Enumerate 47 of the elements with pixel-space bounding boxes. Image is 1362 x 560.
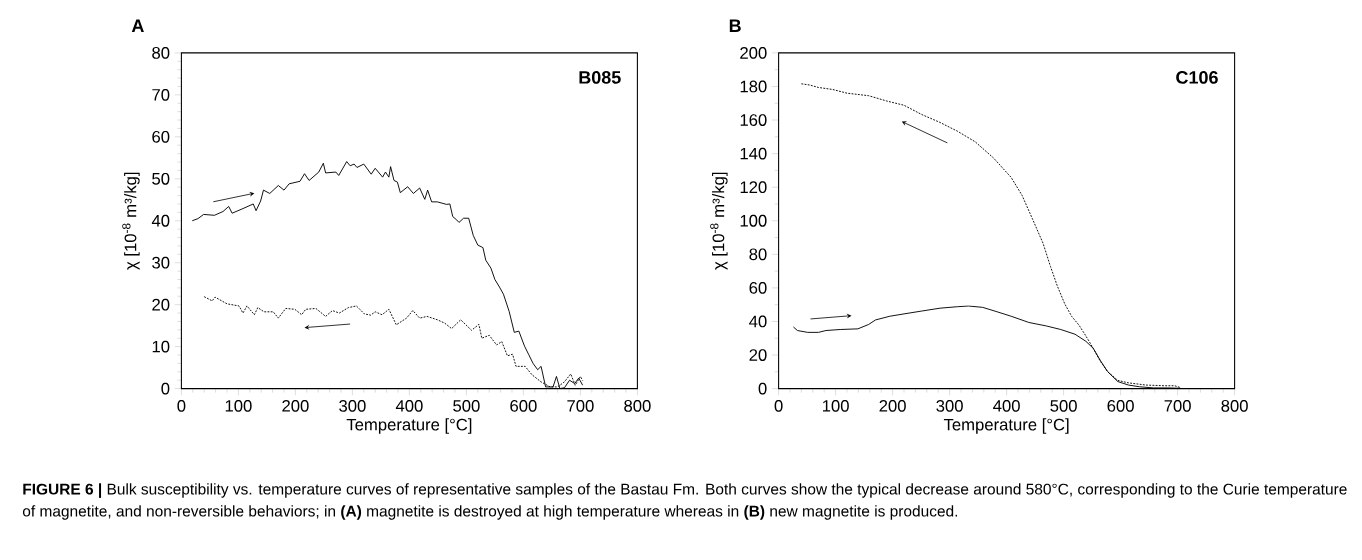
x-tick-label: 0 <box>774 399 783 412</box>
x-tick-label: 700 <box>567 399 594 412</box>
x-axis-title: Temperature [°C] <box>943 418 1069 434</box>
x-tick-label: 500 <box>453 399 480 412</box>
x-axis-title: Temperature [°C] <box>346 418 472 434</box>
y-tick-label: 160 <box>740 114 767 126</box>
annotation: B085 <box>579 71 621 84</box>
y-tick-label: 140 <box>740 147 767 160</box>
x-tick-label: 0 <box>177 399 186 412</box>
y-tick-label: 20 <box>749 349 767 361</box>
y-tick-label: 60 <box>749 282 767 294</box>
y-tick-label: 40 <box>151 214 170 227</box>
chart-title: B <box>729 19 741 32</box>
x-tick-label: 700 <box>1164 399 1191 412</box>
y-tick-label: 50 <box>152 172 170 185</box>
y-tick-label: 30 <box>152 256 170 269</box>
y-tick-label: 120 <box>740 181 767 194</box>
y-axis-title: χ [10$^{-8}$ m³/kg] <box>122 172 140 270</box>
x-tick-label: 800 <box>1221 399 1248 412</box>
y-tick-label: 20 <box>152 298 170 311</box>
x-tick-label: 600 <box>510 399 537 412</box>
x-tick-label: 400 <box>993 399 1020 412</box>
y-tick-label: 40 <box>749 315 767 328</box>
y-tick-label: 100 <box>740 214 767 227</box>
x-tick-label: 200 <box>879 399 906 412</box>
x-tick-label: 100 <box>225 399 252 412</box>
text: FIGURE 6 | Bulk susceptibility vs. temperature curves of representative samples of the Bastau Fm. Both curves show the typical decrease around 580°C, corresponding to the Curie temperature of magnetite, and non-reversible behaviors; in (A) magnetite is destroyed at high temperature whereas in (B) new magnetite is produced. <box>22 483 1347 520</box>
y-axis-title: χ [10$^{-8}$ m³/kg] <box>710 172 728 270</box>
y-tick-label: 10 <box>152 340 170 353</box>
y-tick-label: 80 <box>749 248 767 261</box>
y-tick-label: 60 <box>152 130 170 143</box>
y-tick-label: 0 <box>758 382 767 395</box>
y-tick-label: 200 <box>740 47 767 59</box>
x-tick-label: 200 <box>282 399 309 412</box>
x-tick-label: 100 <box>822 399 849 412</box>
y-tick-label: 0 <box>161 382 170 395</box>
x-tick-label: 800 <box>624 399 651 412</box>
x-tick-label: 300 <box>936 399 963 412</box>
y-tick-label: 180 <box>740 80 767 93</box>
y-tick-label: 80 <box>152 47 170 59</box>
y-tick-label: 70 <box>152 88 170 101</box>
x-tick-label: 500 <box>1050 399 1077 412</box>
x-tick-label: 400 <box>395 399 423 412</box>
chart-title: A <box>131 19 144 32</box>
x-tick-label: 600 <box>1107 399 1134 412</box>
annotation: C106 <box>1176 71 1218 84</box>
x-tick-label: 300 <box>339 399 366 412</box>
